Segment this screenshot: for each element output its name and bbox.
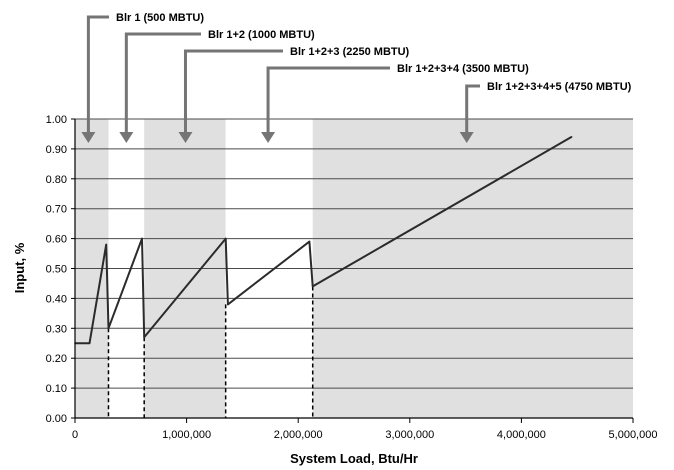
annotation-leader-0	[86, 15, 109, 134]
y-tick-label-9: 0.90	[46, 144, 67, 156]
y-tick-label-4: 0.40	[46, 293, 67, 305]
y-axis-title: Input, %	[12, 242, 27, 293]
y-tick-label-1: 0.10	[46, 383, 67, 395]
y-tick-label-3: 0.30	[46, 323, 67, 335]
x-tick-label-3: 3,000,000	[385, 429, 434, 441]
annotation-leader-1	[124, 32, 201, 134]
annotation-arrowhead-2	[178, 132, 193, 143]
data-point-2	[105, 243, 108, 246]
data-point-7	[227, 303, 229, 306]
y-tick-label-8: 0.80	[46, 174, 67, 186]
x-tick-label-5: 5,000,000	[609, 429, 658, 441]
tick-labels: 0 1,000,000 2,000,000 3,000,000 4,000,000 5,0…	[46, 114, 658, 441]
x-tick-label-1: 1,000,000	[162, 429, 211, 441]
annotation-leader-4	[465, 84, 480, 134]
y-tick-label-2: 0.20	[46, 353, 67, 365]
data-point-9	[311, 285, 314, 288]
data-point-3	[107, 327, 110, 330]
annotation-arrowhead-3	[261, 132, 276, 143]
annotation-arrowhead-1	[119, 132, 134, 143]
y-tick-label-5: 0.50	[46, 264, 67, 276]
annotation-arrowhead-4	[459, 132, 474, 143]
annotation-label-4: Blr 1+2+3+4+5 (4750 MBTU)	[487, 81, 632, 93]
annotations: Blr 1 (500 MBTU) Blr 1+2 (1000 MBTU) Blr 1…	[81, 12, 632, 143]
x-axis-title: System Load, Btu/Hr	[290, 451, 418, 466]
data-point-1	[88, 342, 91, 345]
annotation-label-1: Blr 1+2 (1000 MBTU)	[208, 29, 315, 41]
x-tick-label-2: 2,000,000	[274, 429, 323, 441]
y-tick-label-0: 0.00	[46, 413, 67, 425]
x-tick-label-0: 0	[72, 429, 78, 441]
staging-lines	[107, 286, 314, 418]
y-tick-label-10: 1.00	[46, 114, 67, 126]
annotation-arrowhead-0	[81, 132, 96, 143]
y-tick-label-7: 0.70	[46, 204, 67, 216]
y-tick-label-6: 0.60	[46, 234, 67, 246]
annotation-label-3: Blr 1+2+3+4 (3500 MBTU)	[397, 63, 529, 75]
data-point-4	[141, 237, 143, 240]
x-tick-label-4: 4,000,000	[497, 429, 546, 441]
gridlines	[75, 118, 633, 389]
data-point-8	[308, 240, 311, 243]
data-point-5	[143, 336, 145, 339]
annotation-leader-2	[183, 49, 283, 134]
annotation-label-2: Blr 1+2+3 (2250 MBTU)	[290, 46, 410, 58]
annotation-leader-3	[266, 66, 390, 134]
data-point-10	[570, 136, 573, 138]
data-point-6	[224, 237, 227, 240]
annotation-label-0: Blr 1 (500 MBTU)	[116, 12, 204, 24]
